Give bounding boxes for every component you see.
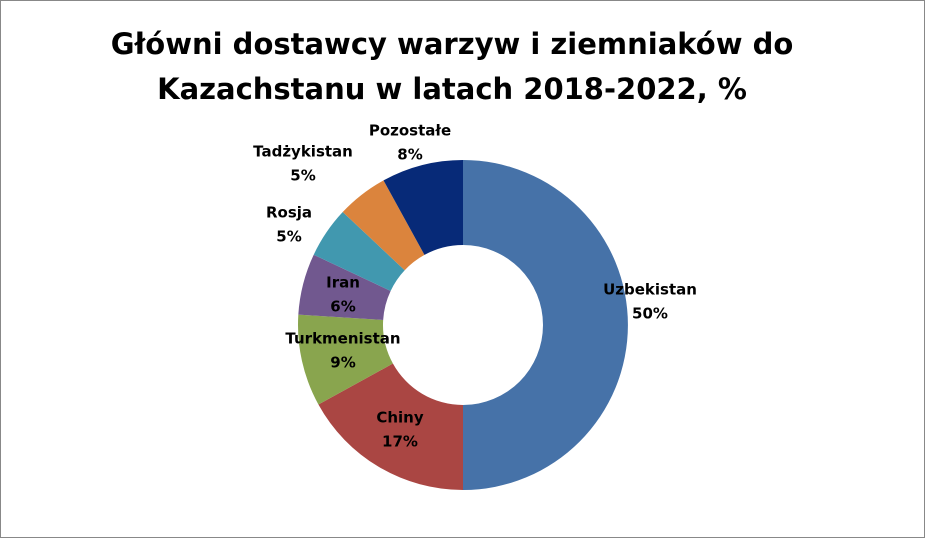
donut-segment [318,363,463,490]
category-label: Tadżykistan [253,143,353,161]
value-label: 50% [632,305,668,323]
donut-segment [342,180,425,271]
donut-segment [298,314,393,405]
donut-segment [313,212,405,291]
category-label: Turkmenistan [285,330,400,348]
category-label: Rosja [266,204,312,222]
value-label: 8% [397,146,422,164]
donut-segment [463,160,628,490]
value-label: 9% [330,354,355,372]
donut-segment [298,254,391,320]
value-label: 17% [382,433,418,451]
value-label: 5% [290,167,315,185]
donut-segment [383,160,463,255]
chart-subtitle: Kazachstanu w latach 2018-2022, % [157,72,747,106]
category-label: Pozostałe [369,122,451,140]
category-label: Uzbekistan [603,281,697,299]
category-label: Chiny [376,409,424,427]
value-label: 5% [276,228,301,246]
category-label: Iran [326,274,360,292]
chart-title: Główni dostawcy warzyw i ziemniaków do [111,27,794,61]
value-label: 6% [330,298,355,316]
